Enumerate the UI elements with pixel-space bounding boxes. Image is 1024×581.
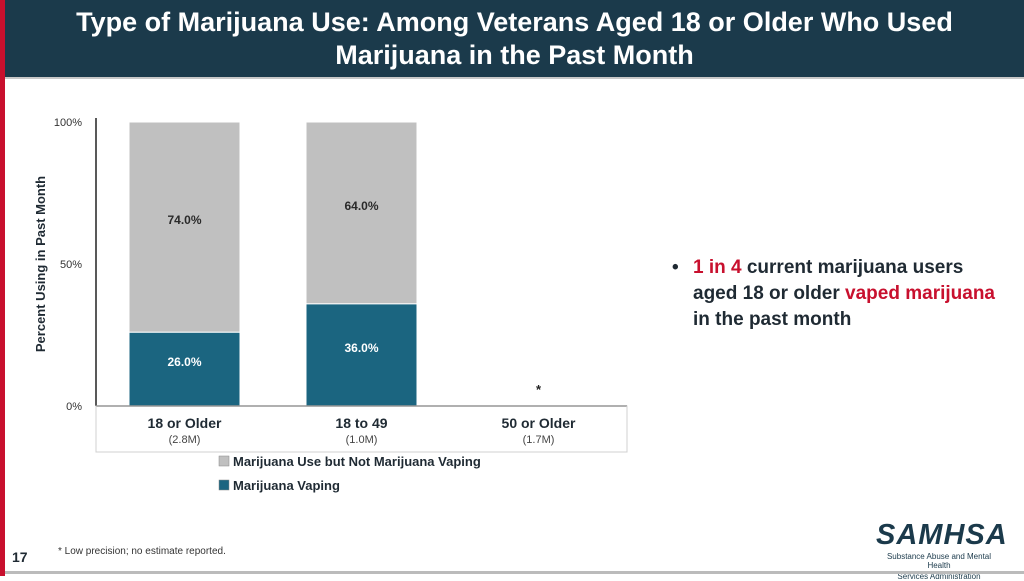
legend-swatch (218, 455, 230, 467)
accent-bar (0, 0, 5, 576)
bullet-highlight-vaped: vaped marijuana (845, 283, 995, 304)
y-tick-label: 100% (54, 117, 82, 129)
bullet-text-part1: current marijuana users aged 18 or older (693, 257, 964, 304)
x-category-label: 18 to 49 (335, 415, 387, 431)
bar-data-label: 74.0% (167, 213, 201, 227)
footnote: * Low precision; no estimate reported. (58, 546, 226, 557)
title-line-1: Type of Marijuana Use: Among Veterans Ag… (76, 7, 953, 37)
missing-estimate-marker: * (536, 382, 542, 397)
legend-label: Marijuana Use but Not Marijuana Vaping (233, 454, 481, 469)
bullet-highlight-ratio: 1 in 4 (693, 257, 742, 278)
category-label-box (95, 405, 628, 453)
header-divider (5, 77, 1024, 79)
logo-name: SAMHSA (876, 519, 1008, 551)
slide-header: Type of Marijuana Use: Among Veterans Ag… (5, 0, 1024, 77)
x-category-sublabel: (1.7M) (523, 434, 555, 446)
bullet-text: 1 in 4 current marijuana users aged 18 o… (693, 255, 1002, 333)
key-finding-bullet: • 1 in 4 current marijuana users aged 18… (672, 255, 1002, 333)
bullet-text-part2: in the past month (693, 309, 852, 330)
logo-subtitle-1: Substance Abuse and Mental Health (886, 552, 992, 570)
bar-segment (128, 121, 241, 333)
x-category-sublabel: (2.8M) (169, 434, 201, 446)
footer-divider (5, 571, 1024, 574)
x-category-label: 50 or Older (502, 415, 576, 431)
bar-data-label: 36.0% (344, 341, 378, 355)
x-category-sublabel: (1.0M) (346, 434, 378, 446)
y-tick-label: 0% (66, 401, 82, 413)
title-line-2: Marijuana in the Past Month (335, 40, 694, 70)
bar-data-label: 26.0% (167, 355, 201, 369)
page-number: 17 (12, 549, 28, 565)
bar-segment (128, 331, 241, 407)
legend-swatch (218, 479, 230, 491)
bullet-dot: • (672, 257, 679, 278)
samhsa-logo: SAMHSA Substance Abuse and Mental Health… (876, 519, 1008, 581)
y-axis-title: Percent Using in Past Month (33, 176, 48, 352)
x-category-label: 18 or Older (148, 415, 222, 431)
legend-label: Marijuana Vaping (233, 478, 340, 493)
bar-segment (305, 121, 418, 305)
bar-data-label: 64.0% (344, 199, 378, 213)
y-tick-label: 50% (60, 259, 82, 271)
